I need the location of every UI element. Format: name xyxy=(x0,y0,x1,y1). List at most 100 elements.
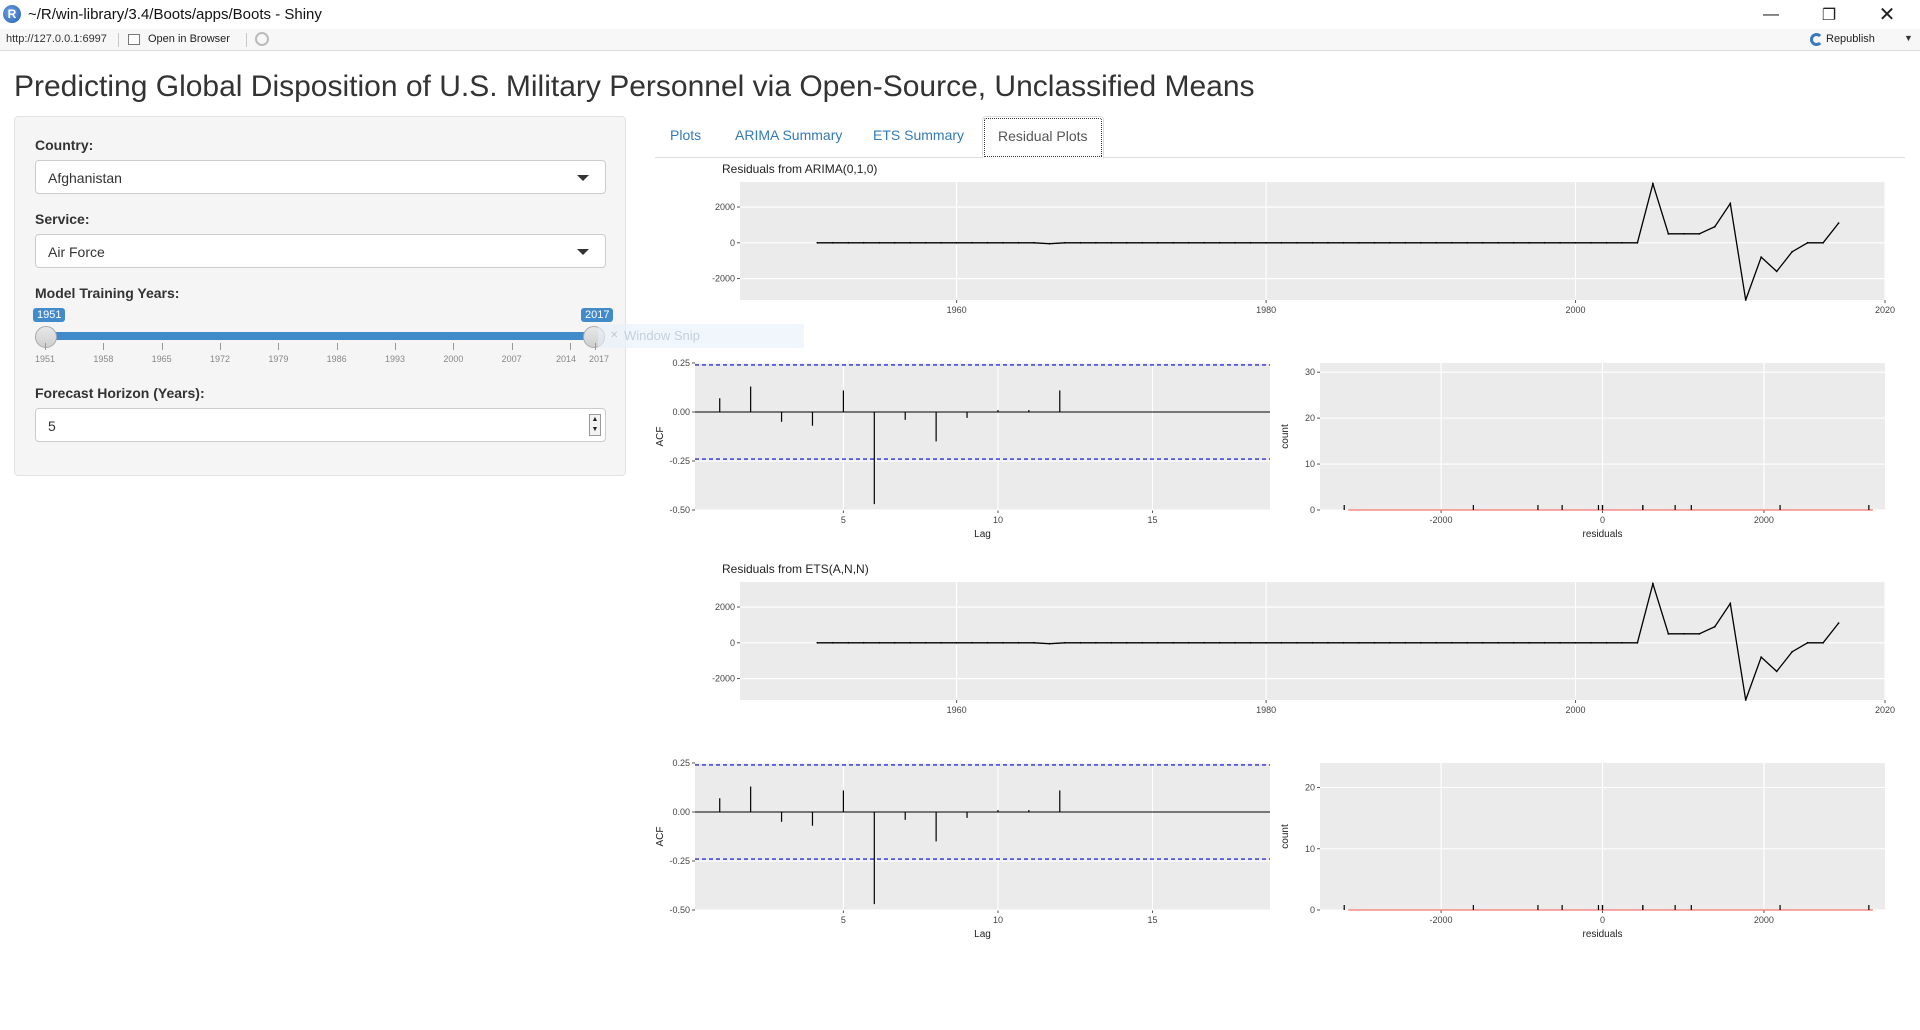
years-label: Model Training Years: xyxy=(35,285,180,301)
close-icon[interactable]: ✕ xyxy=(1878,4,1896,26)
residual-point xyxy=(1837,622,1840,625)
plot-panel xyxy=(695,363,1270,510)
residual-point xyxy=(1002,641,1004,644)
country-select[interactable]: Afghanistan xyxy=(35,160,606,194)
residual-point xyxy=(1002,241,1004,244)
slider-tick xyxy=(220,343,221,350)
y-tick-label: -0.50 xyxy=(669,905,690,915)
residual-point xyxy=(1187,241,1190,244)
residual-point xyxy=(1729,202,1732,205)
refresh-icon[interactable] xyxy=(255,32,269,46)
horizon-value: 5 xyxy=(48,418,56,434)
residual-point xyxy=(831,241,834,244)
service-select[interactable]: Air Force xyxy=(35,234,606,268)
residual-point xyxy=(1450,241,1453,244)
y-tick-label: -2000 xyxy=(712,674,735,684)
residual-point xyxy=(1296,641,1298,644)
plot-panel xyxy=(740,582,1885,700)
slider-tick xyxy=(453,343,455,350)
residual-point xyxy=(1079,641,1082,644)
residual-point xyxy=(1450,641,1453,644)
url-text[interactable]: http://127.0.0.1:6997 xyxy=(6,33,107,45)
residual-point xyxy=(1141,241,1144,244)
horizon-input[interactable]: 5 ▲ ▼ xyxy=(35,408,606,442)
residual-point xyxy=(955,641,958,644)
plot-panel xyxy=(695,763,1270,910)
republish-dropdown-icon[interactable]: ▼ xyxy=(1904,33,1913,43)
residual-point xyxy=(1172,241,1175,244)
residual-point xyxy=(1775,270,1778,273)
residual-point xyxy=(1698,232,1701,235)
residual-point xyxy=(1621,241,1623,244)
residual-point xyxy=(986,641,989,644)
x-tick-label: 2000 xyxy=(1566,305,1586,315)
y-tick-label: 10 xyxy=(1305,459,1315,469)
residual-point xyxy=(1574,241,1577,244)
x-axis-label: residuals xyxy=(1582,529,1622,540)
restore-icon[interactable]: ❐ xyxy=(1821,6,1837,24)
chevron-down-icon xyxy=(577,249,589,255)
x-tick-label: 2000 xyxy=(1754,915,1774,925)
slider-tick xyxy=(511,343,513,350)
country-label: Country: xyxy=(35,137,94,153)
open-in-browser-button[interactable]: Open in Browser xyxy=(148,33,230,45)
slider-max-value: 2017 xyxy=(581,308,614,322)
residual-point xyxy=(1822,641,1825,644)
slider-tick-label: 2014 xyxy=(556,354,577,364)
slider-tick-label: 1958 xyxy=(93,354,114,364)
residual-point xyxy=(1667,232,1670,235)
residual-point xyxy=(1358,641,1360,644)
residual-point xyxy=(1698,632,1701,635)
residual-point xyxy=(1203,641,1206,644)
number-stepper[interactable]: ▲ ▼ xyxy=(589,414,601,436)
y-tick-label: 0 xyxy=(1310,905,1315,915)
tab-arima-summary[interactable]: ARIMA Summary xyxy=(735,127,843,143)
y-tick-label: 20 xyxy=(1305,783,1315,793)
residual-point xyxy=(1652,182,1654,185)
x-tick-label: 10 xyxy=(993,915,1003,925)
x-axis-label: residuals xyxy=(1582,929,1622,940)
slider-tick xyxy=(395,343,396,350)
residual-point xyxy=(1667,632,1670,635)
years-slider-min-handle[interactable] xyxy=(35,326,57,348)
slider-tick-label: 1972 xyxy=(210,354,231,364)
tab-residual-plots[interactable]: Residual Plots xyxy=(982,116,1104,159)
residual-point xyxy=(878,241,881,244)
y-tick-label: 0.00 xyxy=(672,807,690,817)
y-tick-label: 0 xyxy=(1310,505,1315,515)
residual-point xyxy=(1791,250,1794,253)
residual-point xyxy=(1775,670,1778,673)
residual-point xyxy=(909,641,912,644)
residual-point xyxy=(986,241,989,244)
x-tick-label: 2000 xyxy=(1754,515,1774,525)
x-tick-label: 5 xyxy=(841,915,846,925)
residual-point xyxy=(1404,641,1407,644)
y-tick-label: 0.25 xyxy=(672,758,690,768)
y-tick-label: -0.25 xyxy=(669,456,690,466)
residual-point xyxy=(878,641,881,644)
minimize-icon[interactable]: — xyxy=(1763,5,1779,23)
residual-point xyxy=(1187,641,1190,644)
residual-point xyxy=(1172,641,1175,644)
residual-point xyxy=(1373,641,1376,644)
residual-point xyxy=(847,641,850,644)
republish-button[interactable]: Republish xyxy=(1826,33,1875,45)
slider-tick xyxy=(161,343,163,350)
residual-point xyxy=(1373,241,1376,244)
tab-plots[interactable]: Plots xyxy=(670,127,702,143)
x-tick-label: 1980 xyxy=(1256,705,1276,715)
slider-tick xyxy=(103,343,105,350)
tab-ets-summary[interactable]: ETS Summary xyxy=(873,127,965,143)
slider-tick-label: 1965 xyxy=(151,354,172,364)
residual-point xyxy=(1636,641,1639,644)
years-slider-track[interactable] xyxy=(45,332,595,340)
y-tick-label: 0 xyxy=(730,638,735,648)
residual-point xyxy=(1388,241,1391,244)
x-tick-label: 0 xyxy=(1600,915,1605,925)
residual-point xyxy=(1404,241,1407,244)
residual-point xyxy=(1497,641,1500,644)
slider-tick xyxy=(278,343,280,350)
toolbar-divider xyxy=(118,33,119,47)
y-tick-label: 0 xyxy=(730,238,735,248)
residual-point xyxy=(893,241,896,244)
